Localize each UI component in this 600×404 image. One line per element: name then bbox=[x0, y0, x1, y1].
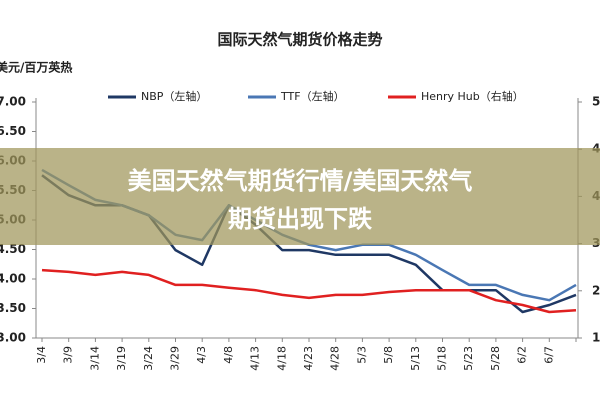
y-tick-label: 3.50 bbox=[0, 301, 26, 315]
y-tick-label: 7.00 bbox=[0, 95, 26, 109]
x-tick-label: 4/8 bbox=[222, 346, 235, 364]
x-tick-label: 3/9 bbox=[62, 346, 75, 364]
legend-label: Henry Hub（右轴） bbox=[421, 89, 524, 103]
banner-text: 期货出现下跌 bbox=[228, 205, 373, 233]
x-tick-label: 5/18 bbox=[436, 346, 449, 371]
y2-tick-label: 1.6 bbox=[592, 331, 600, 345]
x-tick-label: 4/3 bbox=[195, 346, 208, 364]
x-tick-label: 4/28 bbox=[329, 346, 342, 371]
x-tick-label: 6/2 bbox=[516, 346, 529, 364]
y-axis-label: 美元/百万英热 bbox=[0, 60, 72, 75]
x-tick-label: 5/3 bbox=[355, 346, 368, 364]
y-tick-label: 4.00 bbox=[0, 272, 26, 286]
x-tick-label: 4/23 bbox=[302, 346, 315, 371]
x-tick-label: 5/23 bbox=[462, 346, 475, 371]
banner bbox=[0, 148, 600, 245]
x-tick-label: 4/13 bbox=[249, 346, 262, 371]
x-tick-label: 5/8 bbox=[382, 346, 395, 364]
x-tick-label: 3/19 bbox=[115, 346, 128, 371]
x-tick-label: 5/28 bbox=[489, 346, 502, 371]
legend-label: NBP（左轴） bbox=[141, 89, 207, 103]
x-tick-label: 5/13 bbox=[409, 346, 422, 371]
series-line bbox=[41, 268, 577, 314]
chart-title: 国际天然气期货价格走势 bbox=[217, 31, 382, 49]
banner-text: 美国天然气期货行情/美国天然气 bbox=[128, 167, 473, 195]
y-tick-label: 3.00 bbox=[0, 331, 26, 345]
y2-tick-label: 5.6 bbox=[592, 95, 600, 109]
x-tick-label: 6/7 bbox=[542, 346, 555, 364]
y2-tick-label: 2.4 bbox=[592, 283, 600, 297]
y-tick-label: 6.50 bbox=[0, 124, 26, 138]
x-tick-label: 3/29 bbox=[169, 346, 182, 371]
y-tick-label: 4.50 bbox=[0, 242, 26, 256]
x-tick-label: 3/4 bbox=[35, 346, 48, 364]
x-tick-label: 4/18 bbox=[275, 346, 288, 371]
legend-label: TTF（左轴） bbox=[280, 89, 345, 103]
x-tick-label: 3/24 bbox=[142, 346, 155, 371]
x-tick-label: 3/14 bbox=[88, 346, 101, 371]
